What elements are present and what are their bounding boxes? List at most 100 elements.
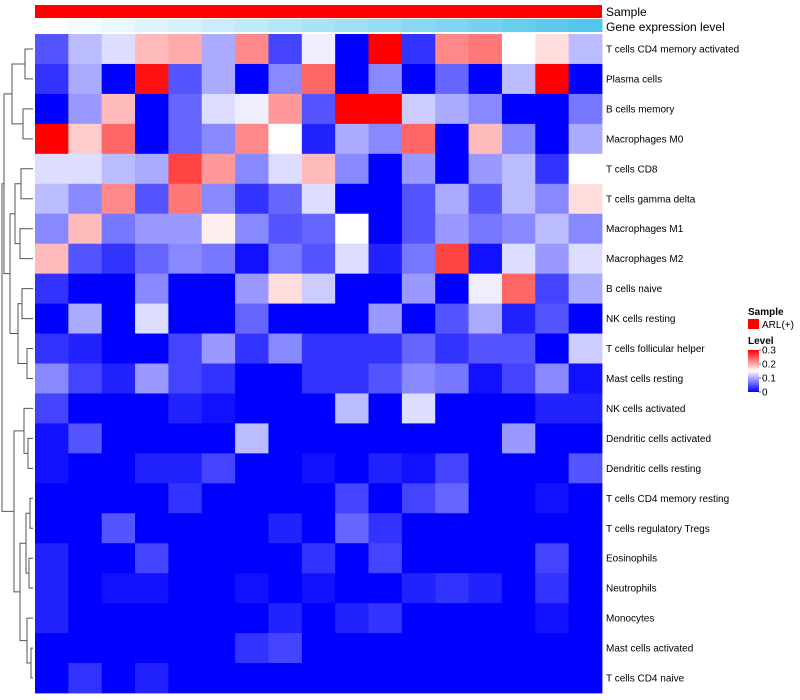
heatmap-cell xyxy=(501,363,536,394)
dendrogram-branch xyxy=(20,168,33,200)
expression-annotation-bar xyxy=(35,19,603,32)
heatmap-cell xyxy=(35,93,69,125)
heatmap-cell xyxy=(468,273,503,304)
heatmap-cell xyxy=(68,213,103,245)
dendrogram-branch xyxy=(21,288,33,320)
heatmap-cell xyxy=(301,333,336,364)
expression-annotation-cell xyxy=(368,19,403,32)
heatmap-cell xyxy=(468,243,503,275)
heatmap-cell xyxy=(368,393,403,424)
heatmap-cell xyxy=(401,243,436,275)
heatmap-cell xyxy=(235,363,269,394)
heatmap-cell xyxy=(401,153,436,185)
heatmap-cell xyxy=(168,63,203,95)
heatmap-cell xyxy=(301,34,336,65)
heatmap-cell xyxy=(68,303,103,334)
heatmap-cell xyxy=(168,363,203,394)
heatmap-cell xyxy=(301,243,336,275)
dendrogram-branch xyxy=(29,497,33,529)
heatmap-cell xyxy=(468,663,503,694)
heatmap-cell xyxy=(501,483,536,514)
heatmap-cell xyxy=(101,363,136,394)
expression-annotation-cell xyxy=(68,19,103,32)
heatmap-cell xyxy=(435,453,469,484)
heatmap-cell xyxy=(101,273,136,304)
heatmap-cell xyxy=(168,393,203,424)
heatmap-cell xyxy=(335,34,369,65)
heatmap-cell xyxy=(535,573,570,604)
expression-annotation-cell xyxy=(35,19,69,32)
heatmap-cell xyxy=(35,153,69,185)
row-dendrogram xyxy=(1,48,33,679)
legend-level-tick-label: 0.3 xyxy=(762,346,776,357)
heatmap-cell xyxy=(35,213,69,245)
heatmap-cell xyxy=(35,573,69,604)
heatmap-cell xyxy=(35,663,69,694)
heatmap-cell xyxy=(501,183,536,215)
heatmap-cell xyxy=(501,63,536,95)
heatmap-cell xyxy=(68,123,103,155)
heatmap-cell xyxy=(101,573,136,604)
heatmap-cell xyxy=(368,543,403,574)
heatmap-cell xyxy=(468,153,503,185)
heatmap-cell xyxy=(335,93,369,125)
heatmap-cell xyxy=(101,453,136,484)
heatmap-cell xyxy=(135,34,169,65)
row-label: Macrophages M2 xyxy=(606,254,684,265)
heatmap-cell xyxy=(535,513,570,544)
heatmap-cell xyxy=(68,393,103,424)
legend-level-tick-label: 0.1 xyxy=(762,374,776,385)
heatmap-cell xyxy=(101,123,136,155)
heatmap-cell xyxy=(535,213,570,245)
heatmap-cell xyxy=(368,93,403,125)
heatmap-cell xyxy=(435,483,469,514)
heatmap-cell xyxy=(335,183,369,215)
heatmap-cell xyxy=(368,423,403,454)
heatmap-cell xyxy=(201,663,236,694)
heatmap-cell xyxy=(468,213,503,245)
heatmap-cell xyxy=(368,34,403,65)
heatmap-cell xyxy=(135,663,169,694)
heatmap-cell xyxy=(268,633,303,664)
heatmap-cell xyxy=(568,333,603,364)
heatmap-cell xyxy=(535,363,570,394)
heatmap-cell xyxy=(568,273,603,304)
heatmap-cell xyxy=(501,543,536,574)
heatmap-cell xyxy=(168,573,203,604)
row-label: B cells memory xyxy=(606,104,674,115)
heatmap-cell xyxy=(468,393,503,424)
heatmap-cell xyxy=(468,453,503,484)
heatmap-cell xyxy=(368,603,403,634)
heatmap-cell xyxy=(368,123,403,155)
row-label: Mast cells activated xyxy=(606,644,693,655)
heatmap-cell xyxy=(68,273,103,304)
heatmap-cell xyxy=(235,423,269,454)
heatmap-cell xyxy=(468,363,503,394)
heatmap-cell xyxy=(135,483,169,514)
heatmap-cell xyxy=(468,333,503,364)
heatmap-cell xyxy=(368,213,403,245)
heatmap-cell xyxy=(501,603,536,634)
heatmap-cell xyxy=(568,243,603,275)
heatmap-cell xyxy=(335,513,369,544)
row-label: T cells regulatory Tregs xyxy=(606,524,710,535)
heatmap-cell xyxy=(168,603,203,634)
dendrogram-branch xyxy=(19,228,33,260)
legend-sample-swatch xyxy=(748,319,759,329)
heatmap-cell xyxy=(35,303,69,334)
row-label: T cells gamma delta xyxy=(606,194,696,205)
expression-annotation-cell xyxy=(135,19,169,32)
heatmap-cell xyxy=(468,93,503,125)
heatmap-cell xyxy=(535,183,570,215)
heatmap-cell xyxy=(235,633,269,664)
dendrogram-branch xyxy=(22,108,33,140)
heatmap-cell xyxy=(101,303,136,334)
heatmap-cell xyxy=(401,603,436,634)
heatmap-cell xyxy=(101,63,136,95)
heatmap-cell xyxy=(168,303,203,334)
heatmap-cell xyxy=(535,273,570,304)
row-label: T cells CD4 memory activated xyxy=(606,44,739,55)
heatmap-cell xyxy=(235,513,269,544)
heatmap-cell xyxy=(501,153,536,185)
